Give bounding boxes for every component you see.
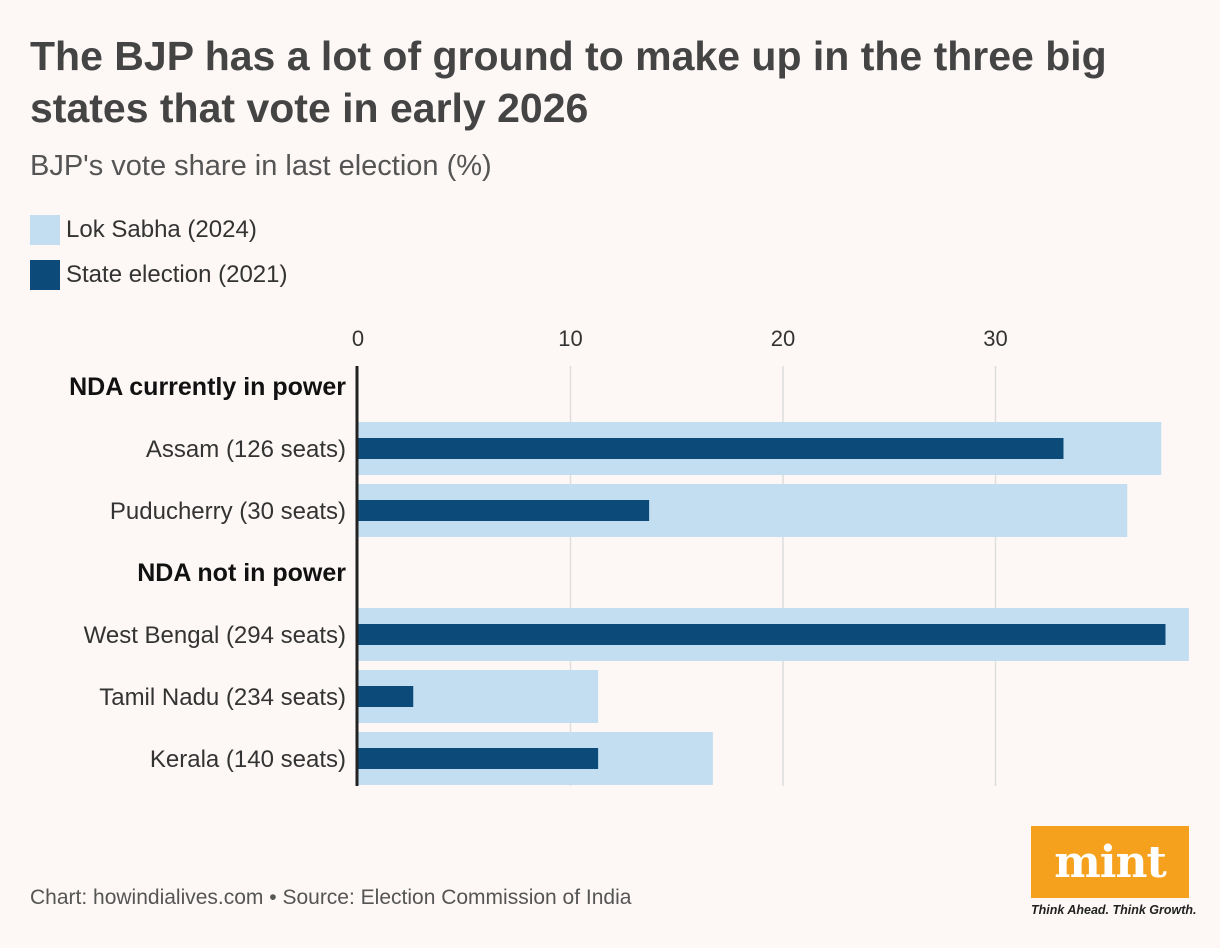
chart-title: The BJP has a lot of ground to make up i… [30,33,1107,131]
x-tick-label: 10 [558,326,582,351]
mint-logo-text: mint [1054,836,1167,888]
bar-state-election [358,438,1064,459]
bar-chart: 0 10 20 30 NDA currently in power Assam (126 … [69,326,1189,786]
group-label: NDA currently in power [69,373,346,401]
legend-swatch-state-election [30,260,60,290]
bar-state-election [358,500,650,521]
legend-label-lok-sabha: Lok Sabha (2024) [66,216,257,243]
category-label: Puducherry (30 seats) [110,498,346,525]
category-label: West Bengal (294 seats) [84,622,346,649]
legend-label-state-election: State election (2021) [66,261,288,288]
chart-footer: Chart: howindialives.com • Source: Elect… [30,886,632,909]
x-tick-label: 20 [771,326,795,351]
category-label: Kerala (140 seats) [150,746,346,773]
mint-logo: mint [1031,826,1189,898]
category-label: Assam (126 seats) [146,436,346,463]
mint-tagline: Think Ahead. Think Growth. [1031,903,1197,917]
x-tick-label: 30 [983,326,1007,351]
chart-subtitle: BJP's vote share in last election (%) [30,150,492,182]
legend-swatch-lok-sabha [30,215,60,245]
category-label: Tamil Nadu (234 seats) [99,684,346,711]
x-tick-label: 0 [352,326,364,351]
bar-state-election [358,686,414,707]
legend-item-lok-sabha: Lok Sabha (2024) [30,215,257,245]
bar-state-election [358,624,1166,645]
bar-state-election [358,748,599,769]
legend-item-state-election: State election (2021) [30,260,287,290]
group-label: NDA not in power [137,559,346,587]
